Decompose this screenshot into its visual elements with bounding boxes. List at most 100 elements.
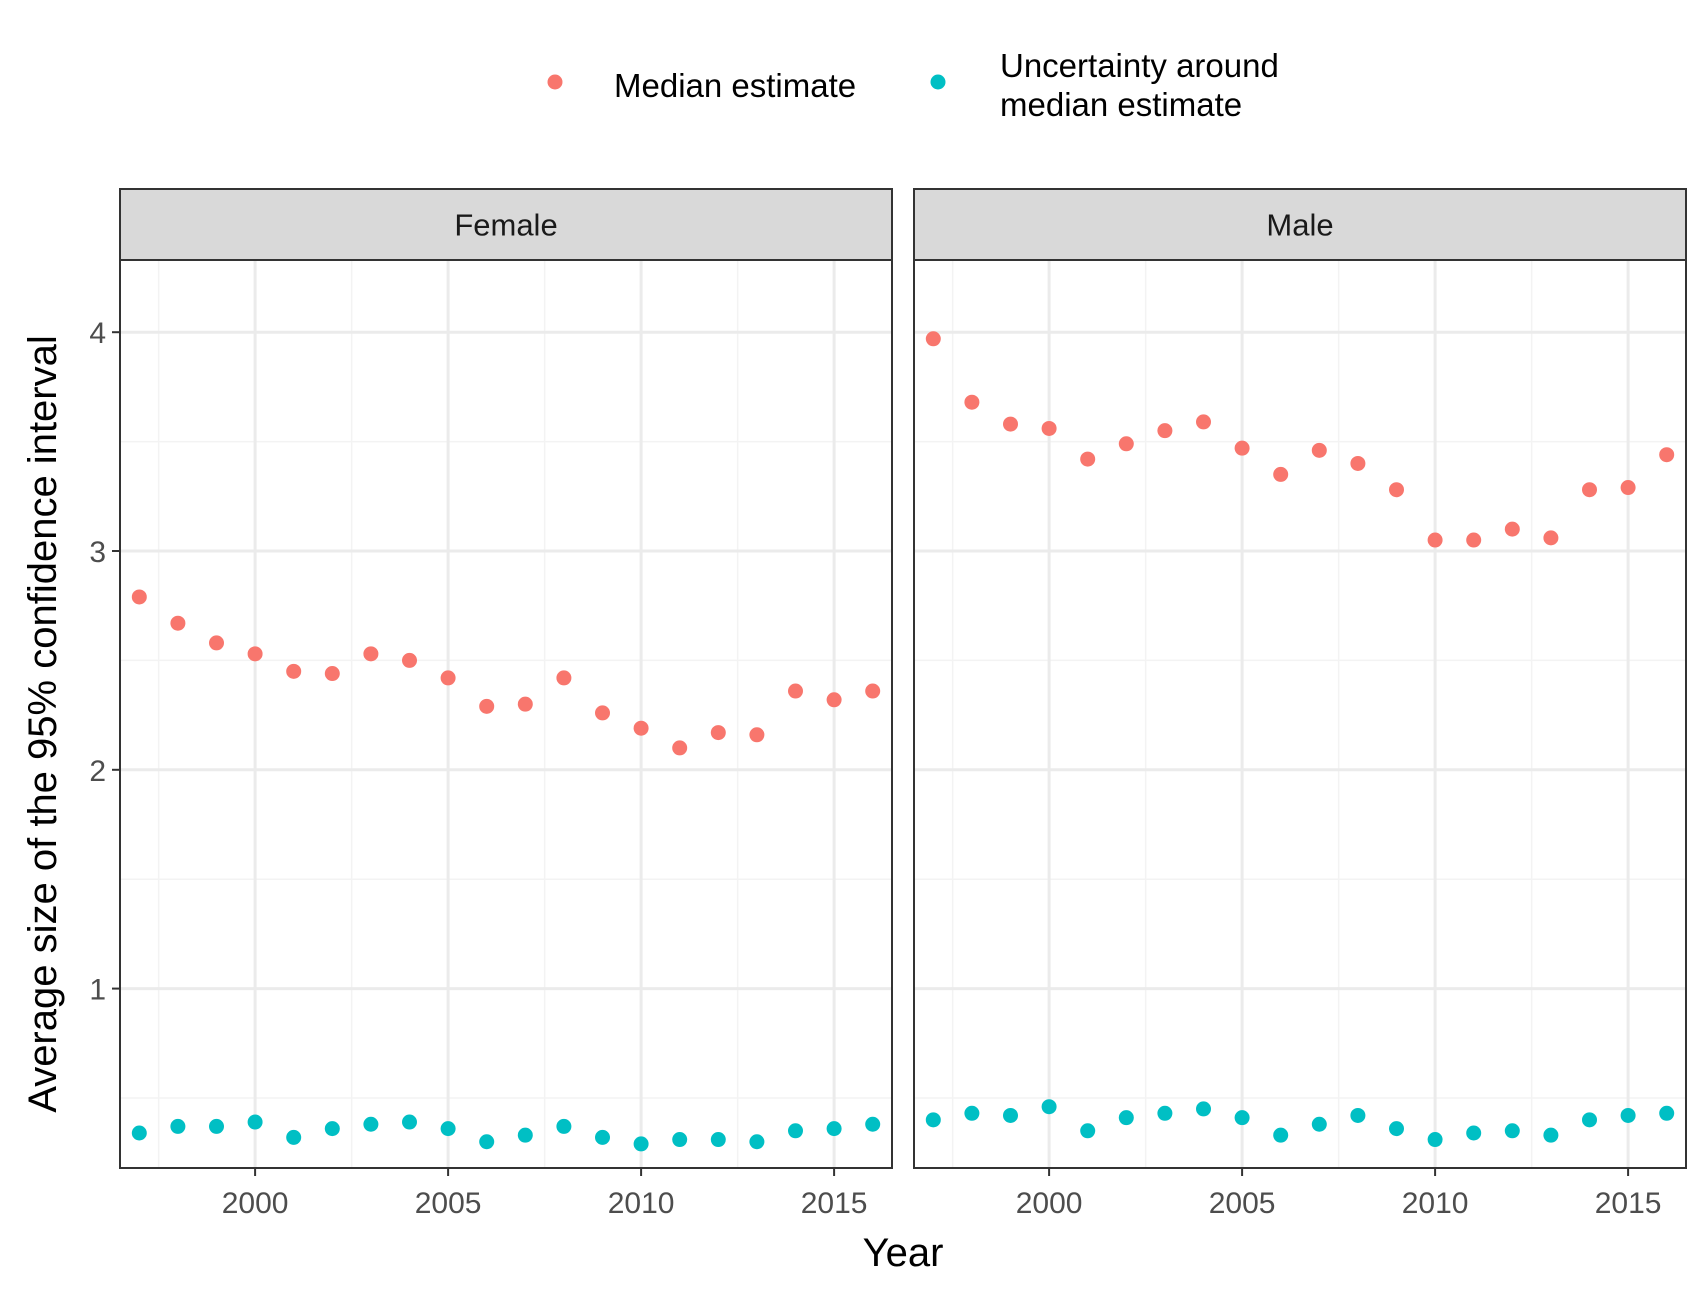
data-point [1466, 532, 1482, 548]
data-point [1504, 521, 1520, 537]
panel-border [119, 259, 893, 1169]
x-tick-label: 2015 [1595, 1187, 1662, 1220]
data-point [1620, 480, 1636, 496]
data-point [402, 652, 417, 668]
legend: Median estimate Uncertainty aroundmedian … [547, 47, 1279, 123]
series-uncertainty [131, 1114, 881, 1152]
data-point [1311, 1116, 1327, 1132]
data-point [247, 1114, 263, 1130]
data-point [672, 1132, 688, 1148]
data-point [710, 1132, 726, 1148]
data-point [788, 1123, 803, 1139]
y-tick-label: 4 [89, 317, 106, 350]
x-tick-label: 2005 [415, 1187, 482, 1220]
y-tick-label: 2 [89, 755, 106, 788]
data-point [788, 683, 803, 699]
legend-key [930, 74, 946, 90]
data-point [440, 1121, 456, 1137]
data-point [1620, 1107, 1636, 1123]
x-tick-label: 2010 [608, 1187, 675, 1220]
data-point [1543, 530, 1559, 546]
data-point [1659, 447, 1675, 463]
legend-key [547, 74, 563, 90]
data-point [324, 1121, 340, 1137]
x-tick-label: 2010 [1402, 1187, 1469, 1220]
x-tick-label: 2015 [801, 1187, 868, 1220]
facet-strip [913, 188, 1687, 261]
data-point [131, 1125, 147, 1141]
y-tick-label: 3 [89, 536, 106, 569]
series-uncertainty [925, 1099, 1675, 1148]
data-point [1389, 1121, 1404, 1137]
data-point [925, 331, 941, 347]
data-point [1582, 1112, 1597, 1128]
x-tick-label: 2005 [1209, 1187, 1276, 1220]
data-point [1466, 1125, 1482, 1141]
data-point [209, 635, 224, 651]
panel-border [913, 259, 1687, 1169]
y-axis-title: Average size of the 95% confidence inter… [21, 335, 65, 1113]
plot-background [120, 260, 892, 1168]
data-point [1427, 1132, 1443, 1148]
data-point [1080, 1123, 1096, 1139]
data-point [324, 666, 340, 682]
legend-label: Uncertainty around [1000, 47, 1279, 84]
facet-strip-label: Female [454, 208, 557, 243]
data-point [1350, 1107, 1366, 1123]
x-tick-label: 2000 [1016, 1187, 1083, 1220]
legend-label: Median estimate [614, 67, 856, 104]
data-point [749, 727, 765, 743]
data-point [925, 1112, 941, 1128]
facet-strip [119, 188, 893, 261]
data-point [131, 589, 147, 605]
data-point [1118, 1110, 1134, 1126]
data-point [209, 1118, 224, 1134]
data-point [1196, 414, 1211, 430]
legend-item-median: Median estimate [547, 67, 856, 104]
data-point [1003, 1107, 1018, 1123]
data-point [1080, 451, 1096, 467]
data-point [1659, 1105, 1675, 1121]
data-point [1118, 436, 1134, 452]
data-point [247, 646, 263, 662]
data-point [1273, 466, 1289, 482]
data-point [170, 1118, 186, 1134]
data-point [517, 696, 533, 712]
data-point [865, 1116, 881, 1132]
data-point [1311, 442, 1327, 458]
facet-strip-label: Male [1266, 208, 1333, 243]
data-point [1157, 423, 1173, 439]
data-point [633, 1136, 649, 1152]
data-point [672, 740, 688, 756]
panel-male: Male 2000 2005 2010 2015 [913, 188, 1687, 1220]
data-point [595, 1129, 610, 1145]
data-point [556, 670, 572, 686]
data-point [1427, 532, 1443, 548]
series-median [925, 331, 1675, 548]
data-point [1350, 455, 1366, 471]
panels: Female 2000 2005 2010 2015 1 2 3 4 Male 2000 2005 20… [89, 188, 1687, 1220]
data-point [826, 692, 842, 708]
data-point [402, 1114, 417, 1130]
panel-female: Female 2000 2005 2010 2015 1 2 3 4 [89, 188, 893, 1220]
data-point [1543, 1127, 1559, 1143]
data-point [1273, 1127, 1289, 1143]
data-point [440, 670, 456, 686]
data-point [964, 394, 980, 410]
data-point [1234, 1110, 1250, 1126]
data-point [170, 615, 186, 631]
x-axis-title: Year [863, 1231, 944, 1275]
data-point [286, 1129, 302, 1145]
data-point [1157, 1105, 1173, 1121]
data-point [556, 1118, 572, 1134]
data-point [286, 663, 302, 679]
data-point [1041, 1099, 1057, 1115]
data-point [595, 705, 610, 721]
data-point [964, 1105, 980, 1121]
data-point [865, 683, 881, 699]
data-point [1003, 416, 1018, 432]
legend-label: median estimate [1000, 86, 1242, 123]
data-point [1582, 482, 1597, 498]
data-point [1196, 1101, 1211, 1117]
